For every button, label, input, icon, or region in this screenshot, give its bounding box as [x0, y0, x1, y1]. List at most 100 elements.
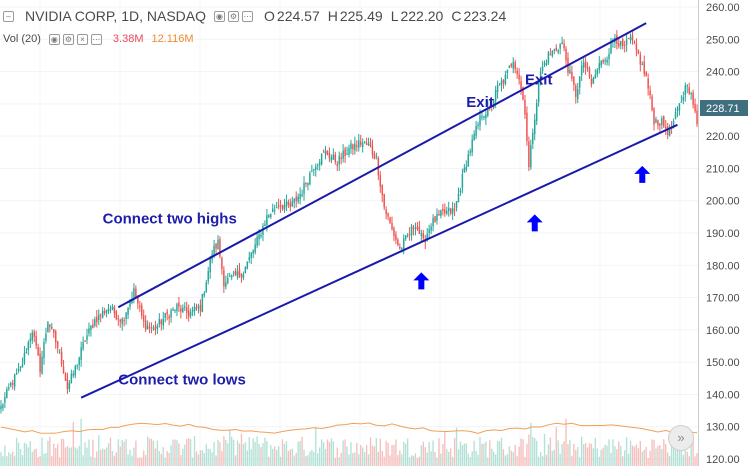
- legend-open-label: O: [264, 8, 275, 24]
- candle-body: [23, 352, 26, 364]
- collapse-icon[interactable]: –: [3, 10, 14, 22]
- candle-body: [74, 366, 77, 376]
- arrow-up-2-icon: [526, 214, 543, 232]
- volume-bar: [604, 444, 606, 466]
- candle-body: [657, 120, 659, 126]
- candle-body: [113, 307, 116, 314]
- candle-body: [21, 363, 24, 368]
- candle-body: [369, 142, 372, 148]
- volume-bar: [629, 440, 632, 466]
- legend-symbol[interactable]: NVIDIA CORP, 1D, NASDAQ: [25, 8, 207, 24]
- settings-icon[interactable]: ⚙: [228, 10, 240, 22]
- candle-body: [162, 318, 165, 326]
- candle-body: [154, 326, 157, 330]
- volume-bar: [344, 439, 346, 466]
- volume-bar: [588, 443, 591, 466]
- candle-body: [359, 141, 362, 145]
- volume-bar: [191, 457, 194, 466]
- candle-body: [142, 315, 145, 322]
- volume-indicator-label[interactable]: Vol (20): [3, 33, 41, 45]
- candle-body: [234, 270, 237, 276]
- candle-body: [164, 313, 166, 318]
- candle-body: [31, 332, 34, 341]
- candle-body: [39, 353, 41, 373]
- candle-body: [655, 119, 657, 123]
- volume-bar: [403, 442, 405, 466]
- volume-bar: [123, 441, 125, 466]
- volume-bar: [367, 454, 370, 466]
- volume-bar: [100, 449, 102, 466]
- volume-bar: [311, 449, 313, 466]
- candle-body: [41, 356, 43, 374]
- volume-bar: [680, 449, 683, 466]
- volume-bar: [27, 447, 30, 466]
- candle-body: [696, 110, 698, 125]
- volume-bar: [225, 440, 227, 466]
- volume-bar: [440, 453, 442, 466]
- volume-bar: [154, 448, 157, 466]
- candle-body: [674, 112, 677, 120]
- candle-body: [344, 148, 346, 157]
- candle-body: [358, 140, 360, 148]
- visibility-icon[interactable]: ◉: [214, 10, 226, 22]
- volume-bar: [522, 439, 524, 466]
- volume-bar: [53, 443, 55, 466]
- volume-bar: [320, 439, 323, 466]
- volume-remove-icon[interactable]: ×: [76, 33, 88, 45]
- volume-bar: [362, 447, 364, 466]
- candle-body: [10, 383, 12, 386]
- trendline-lower[interactable]: [80, 123, 678, 399]
- volume-bar: [692, 440, 694, 466]
- candle-body: [43, 342, 45, 359]
- y-tick-label: 250.00: [706, 34, 740, 46]
- volume-visibility-icon[interactable]: ◉: [48, 33, 60, 45]
- candle-body: [354, 143, 356, 151]
- volume-bar: [526, 443, 528, 466]
- candle-body: [273, 209, 276, 211]
- candle-body: [19, 366, 22, 369]
- volume-bar: [504, 455, 507, 466]
- candle-body: [350, 143, 352, 149]
- volume-bar: [21, 455, 24, 466]
- more-icon[interactable]: ⋯: [242, 10, 254, 22]
- volume-bar: [205, 444, 207, 466]
- candle-body: [403, 238, 405, 251]
- volume-bar: [424, 447, 426, 466]
- candle-body: [228, 275, 231, 277]
- candle-body: [223, 270, 225, 287]
- candle-body: [92, 324, 94, 328]
- candle-body: [563, 43, 565, 49]
- volume-bar: [248, 436, 250, 466]
- candle-body: [530, 145, 532, 168]
- candle-body: [219, 239, 221, 257]
- volume-bar: [360, 444, 362, 466]
- volume-bar: [64, 447, 67, 466]
- volume-bar: [274, 446, 276, 466]
- volume-bar: [107, 443, 110, 466]
- candle-body: [105, 310, 108, 313]
- trendline-upper[interactable]: [117, 22, 647, 309]
- candle-body: [440, 210, 442, 217]
- volume-bar: [670, 439, 673, 466]
- candle-body: [156, 325, 159, 329]
- candle-body: [526, 112, 528, 142]
- scroll-to-realtime-button[interactable]: »: [668, 425, 694, 451]
- volume-settings-icon[interactable]: ⚙: [62, 33, 74, 45]
- candle-body: [330, 157, 333, 161]
- volume-bar: [387, 442, 389, 466]
- candle-body: [297, 196, 299, 202]
- volume-more-icon[interactable]: ⋯: [90, 33, 102, 45]
- volume-bar: [442, 443, 444, 466]
- candle-body: [637, 49, 640, 54]
- candle-body: [541, 66, 544, 71]
- volume-bar: [350, 442, 352, 466]
- candle-body: [318, 162, 321, 165]
- volume-bar: [600, 449, 602, 466]
- volume-bar: [448, 451, 450, 466]
- candle-body: [291, 201, 294, 207]
- candle-body: [647, 78, 649, 89]
- volume-bar: [328, 441, 331, 466]
- volume-bar: [283, 443, 286, 466]
- candle-body: [311, 170, 313, 172]
